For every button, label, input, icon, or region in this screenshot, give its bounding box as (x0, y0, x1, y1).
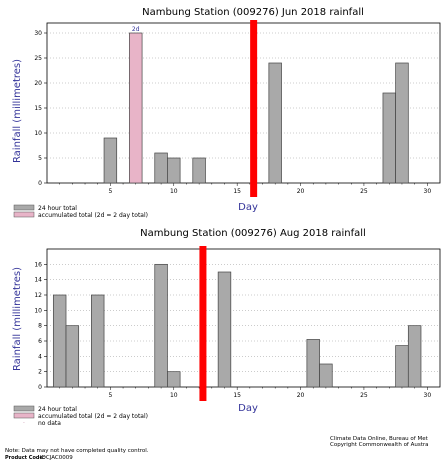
chart2-x-tick-label: 5 (108, 392, 112, 399)
chart2-x-tick-label: 30 (424, 392, 432, 399)
chart2-x-tick-label: 25 (360, 392, 368, 399)
chart2-y-tick-label: 2 (38, 369, 42, 376)
chart1-bar (395, 62, 409, 184)
chart1-y-tick-label: 30 (34, 30, 42, 37)
chart2-bar (306, 339, 320, 388)
footer-credit-line1: Climate Data Online, Bureau of Met (330, 436, 429, 442)
footer-credit-line2: Copyright Commonwealth of Austra (330, 442, 429, 448)
chart1-y-tick-label: 15 (34, 105, 42, 112)
chart2-legend-swatch-daily (13, 405, 35, 412)
chart2-frame (46, 248, 441, 388)
chart2-y-tick-label: 6 (38, 338, 42, 345)
chart1-x-axis-label: Day (238, 202, 258, 213)
chart1-y-tick-label: 25 (34, 55, 42, 62)
chart2-legend: 24 hour total accumulated total (2d = 2 … (13, 405, 148, 427)
chart2-bar (91, 294, 105, 388)
chart2-y-tick-label: 14 (34, 277, 42, 284)
chart1-legend-accumulated: accumulated total (2d = 2 day total) (38, 212, 148, 219)
chart1-bar (192, 157, 206, 184)
chart2-y-tick-label: 10 (34, 307, 42, 314)
chart1-bar (129, 32, 143, 184)
chart1-legend: 24 hour total accumulated total (2d = 2 … (13, 204, 148, 219)
chart2-bar (154, 263, 168, 388)
chart1-bar (268, 62, 282, 184)
chart1-x-tick-label: 30 (424, 188, 432, 195)
chart1-x-tick-label: 15 (233, 188, 241, 195)
chart1-plot-area: 0 5 10 15 20 25 30 5 10 15 20 25 30 2d (34, 20, 441, 197)
chart2-x-axis-label: Day (238, 403, 258, 414)
chart2-x-tick-label: 20 (297, 392, 305, 399)
chart2-bar (65, 325, 80, 388)
chart2-y-axis-label: Rainfall (millimetres) (12, 267, 23, 371)
chart1-y-tick-label: 5 (38, 155, 42, 162)
footer-note: Note: Data may not have completed qualit… (5, 448, 149, 454)
chart1-x-tick-label: 20 (297, 188, 305, 195)
chart2-y-tick-label: 0 (38, 384, 42, 391)
chart2-bar (167, 371, 181, 388)
chart2-legend-daily: 24 hour total (38, 406, 77, 413)
chart1-x-tick-label: 25 (360, 188, 368, 195)
chart1-y-axis-label: Rainfall (millimetres) (12, 59, 23, 163)
chart1-y-tick-label: 20 (34, 80, 42, 87)
chart1-title: Nambung Station (009276) Jun 2018 rainfa… (142, 7, 364, 18)
footer-product-label: Product Code: (5, 455, 45, 461)
chart2-x-tick-label: 15 (233, 392, 241, 399)
chart2-bar (395, 345, 409, 388)
chart1-frame (46, 22, 441, 184)
chart1-legend-swatch-accumulated (13, 211, 35, 218)
chart1-y-tick-label: 10 (34, 130, 42, 137)
chart1-legend-swatch-daily (13, 204, 35, 211)
chart2-y-tick-label: 8 (38, 323, 42, 330)
chart2-plot-area: 0 2 4 6 8 10 12 14 16 5 10 15 20 25 30 (34, 246, 441, 401)
chart1-bar (167, 157, 181, 184)
chart1-x-tick-label: 10 (170, 188, 178, 195)
chart1-bar (154, 152, 168, 184)
chart1-bar (103, 137, 118, 184)
chart1-day-marker (250, 20, 258, 197)
chart2-legend-swatch-accumulated (13, 412, 35, 419)
chart1-x-tick-label: 5 (108, 188, 112, 195)
chart2-legend-nodata: no data (38, 420, 61, 427)
chart2-x-tick-label: 10 (170, 392, 178, 399)
chart2-y-tick-label: 4 (38, 353, 42, 360)
chart2-bar (52, 294, 67, 388)
chart2-title: Nambung Station (009276) Aug 2018 rainfa… (140, 228, 366, 239)
chart2-y-tick-label: 16 (34, 261, 42, 268)
chart2-legend-nodata-marker: · (23, 420, 25, 427)
chart1-legend-daily: 24 hour total (38, 205, 77, 212)
chart2-y-tick-label: 12 (34, 292, 42, 299)
chart1-y-tick-label: 0 (38, 180, 42, 187)
footer-product-code: IDCJAC0009 (40, 455, 73, 461)
chart2-legend-accumulated: accumulated total (2d = 2 day total) (38, 413, 148, 420)
chart2-bar (319, 363, 333, 388)
chart2-bar (407, 325, 422, 388)
chart2-bar (217, 271, 232, 388)
chart2-day-marker (199, 246, 207, 401)
chart1-bar (382, 92, 396, 184)
chart1-bar-label: 2d (132, 26, 140, 33)
